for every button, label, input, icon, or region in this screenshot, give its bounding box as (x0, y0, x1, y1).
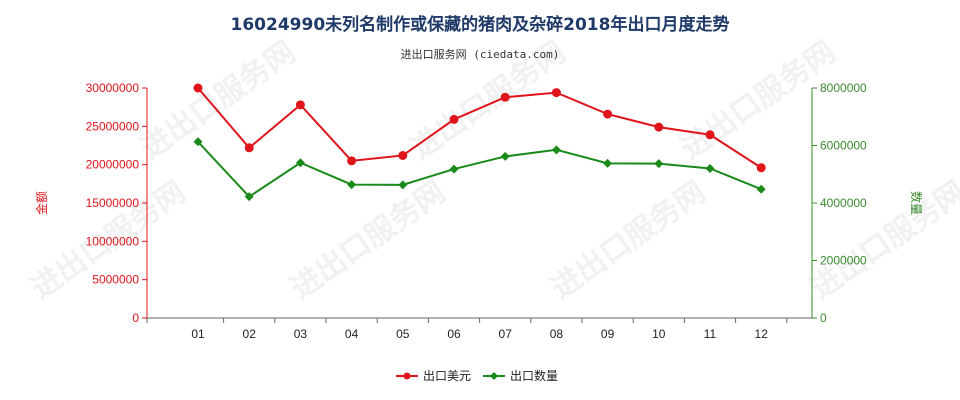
data-point-usd[interactable] (193, 83, 203, 93)
series-line-usd (197, 87, 762, 169)
watermark-text: 进出口服务网 (135, 35, 303, 167)
x-tick-label: 01 (191, 327, 205, 341)
data-point-qty[interactable] (193, 137, 203, 147)
x-tick-label: 11 (704, 327, 717, 341)
data-point-usd[interactable] (347, 156, 357, 166)
data-point-qty[interactable] (244, 192, 254, 202)
x-tick-label: 09 (601, 327, 615, 341)
data-point-qty[interactable] (295, 158, 305, 168)
x-tick-label: 05 (396, 327, 410, 341)
x-tick-label: 04 (345, 327, 359, 341)
x-tick-label: 12 (755, 327, 769, 341)
watermark-text: 进出口服务网 (545, 175, 713, 307)
x-tick-label: 08 (550, 327, 564, 341)
x-tick-label: 07 (499, 327, 513, 341)
left-axis-ticks: 0 5000000 10000000 15000000 20000000 25000000… (86, 81, 147, 325)
right-tick-label: 0 (820, 311, 827, 325)
right-tick-label: 8000000 (820, 81, 867, 95)
legend-item-usd[interactable]: 出口美元 (396, 369, 471, 383)
series-layer (193, 83, 766, 202)
x-tick-label: 06 (447, 327, 461, 341)
data-point-qty[interactable] (603, 158, 613, 168)
x-axis-ticks: 01 02 03 04 05 06 07 08 09 10 11 12 (146, 318, 788, 341)
right-tick-label: 2000000 (820, 254, 867, 268)
data-point-usd[interactable] (551, 88, 561, 98)
data-point-usd[interactable] (603, 109, 613, 119)
x-tick-label: 02 (243, 327, 257, 341)
legend-marker-qty (490, 372, 498, 380)
data-point-usd[interactable] (398, 150, 408, 160)
x-tick-label: 10 (652, 327, 666, 341)
legend-item-qty[interactable]: 出口数量 (483, 368, 558, 383)
data-point-qty[interactable] (500, 151, 510, 161)
legend-label-usd: 出口美元 (423, 369, 471, 383)
left-tick-label: 10000000 (86, 234, 140, 248)
left-axis-label: 金额 (34, 191, 49, 215)
data-point-qty[interactable] (347, 180, 357, 190)
left-tick-label: 5000000 (92, 273, 139, 287)
data-point-qty[interactable] (654, 159, 664, 169)
x-tick-label: 03 (294, 327, 308, 341)
data-point-qty[interactable] (756, 184, 766, 194)
data-point-qty[interactable] (551, 145, 561, 155)
right-axis-ticks: 0 2000000 4000000 6000000 8000000 (812, 81, 867, 325)
left-tick-label: 0 (132, 311, 139, 325)
right-tick-label: 4000000 (820, 196, 867, 210)
watermark-text: 进出口服务网 (805, 175, 960, 307)
data-point-qty[interactable] (398, 180, 408, 190)
data-point-usd[interactable] (449, 114, 459, 124)
data-point-usd[interactable] (756, 163, 766, 173)
left-tick-label: 20000000 (86, 158, 140, 172)
chart-title: 16024990未列名制作或保藏的猪肉及杂碎2018年出口月度走势 (231, 14, 730, 35)
data-point-usd[interactable] (295, 100, 305, 110)
legend-label-qty: 出口数量 (510, 368, 558, 383)
watermark-text: 进出口服务网 (285, 175, 453, 307)
data-point-usd[interactable] (244, 143, 254, 153)
right-axis-label: 数量 (909, 191, 924, 215)
watermark-text: 进出口服务网 (675, 35, 843, 167)
chart-subtitle: 进出口服务网 (ciedata.com) (401, 47, 560, 61)
left-tick-label: 30000000 (86, 81, 140, 95)
data-point-usd[interactable] (654, 122, 664, 132)
data-point-qty[interactable] (705, 164, 715, 173)
legend-marker-usd (403, 372, 411, 380)
legend: 出口美元 出口数量 (396, 368, 558, 383)
data-point-usd[interactable] (500, 92, 510, 102)
data-point-qty[interactable] (449, 164, 459, 174)
right-tick-label: 6000000 (820, 139, 867, 153)
left-tick-label: 25000000 (86, 119, 140, 133)
data-point-usd[interactable] (705, 130, 715, 140)
series-line-qty (197, 141, 762, 198)
left-tick-label: 15000000 (86, 196, 140, 210)
